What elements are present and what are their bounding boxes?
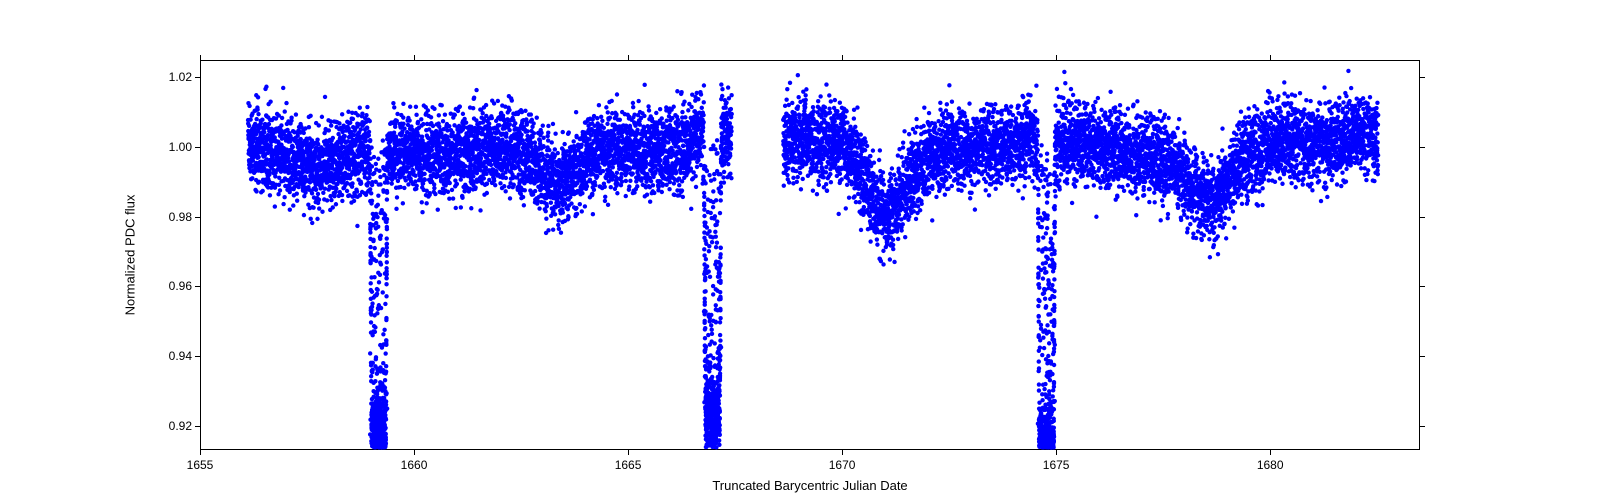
x-tick-mark xyxy=(842,55,843,60)
y-tick-mark xyxy=(195,147,200,148)
light-curve-chart: 1655 1660 1665 1670 1675 1680 0.92 0.94 0.96 0.9… xyxy=(0,0,1600,500)
x-tick-label: 1655 xyxy=(187,458,214,472)
y-tick-label: 1.02 xyxy=(160,70,192,84)
x-tick-mark xyxy=(1270,55,1271,60)
x-tick-label: 1680 xyxy=(1257,458,1284,472)
y-tick-label: 1.00 xyxy=(160,140,192,154)
x-tick-mark xyxy=(1270,450,1271,455)
y-tick-mark xyxy=(1420,356,1425,357)
y-tick-mark xyxy=(1420,147,1425,148)
x-tick-mark xyxy=(628,55,629,60)
scatter-data-layer xyxy=(201,61,1421,451)
y-tick-label: 0.98 xyxy=(160,210,192,224)
x-tick-mark xyxy=(1056,55,1057,60)
y-tick-mark xyxy=(1420,77,1425,78)
y-tick-label: 0.92 xyxy=(160,419,192,433)
y-tick-label: 0.96 xyxy=(160,279,192,293)
x-axis-label: Truncated Barycentric Julian Date xyxy=(712,478,907,493)
x-tick-label: 1670 xyxy=(829,458,856,472)
x-tick-mark xyxy=(414,55,415,60)
y-tick-mark xyxy=(195,217,200,218)
x-tick-mark xyxy=(842,450,843,455)
y-tick-mark xyxy=(1420,286,1425,287)
x-tick-label: 1660 xyxy=(401,458,428,472)
y-tick-mark xyxy=(195,77,200,78)
x-tick-mark xyxy=(200,450,201,455)
x-tick-mark xyxy=(1056,450,1057,455)
x-tick-label: 1675 xyxy=(1043,458,1070,472)
y-axis-label: Normalized PDC flux xyxy=(123,195,138,316)
x-tick-mark xyxy=(200,55,201,60)
y-tick-mark xyxy=(195,426,200,427)
x-tick-mark xyxy=(414,450,415,455)
y-tick-mark xyxy=(1420,217,1425,218)
y-tick-mark xyxy=(1420,426,1425,427)
y-tick-mark xyxy=(195,286,200,287)
y-tick-mark xyxy=(195,356,200,357)
y-tick-label: 0.94 xyxy=(160,349,192,363)
x-tick-mark xyxy=(628,450,629,455)
plot-area xyxy=(200,60,1420,450)
x-tick-label: 1665 xyxy=(615,458,642,472)
